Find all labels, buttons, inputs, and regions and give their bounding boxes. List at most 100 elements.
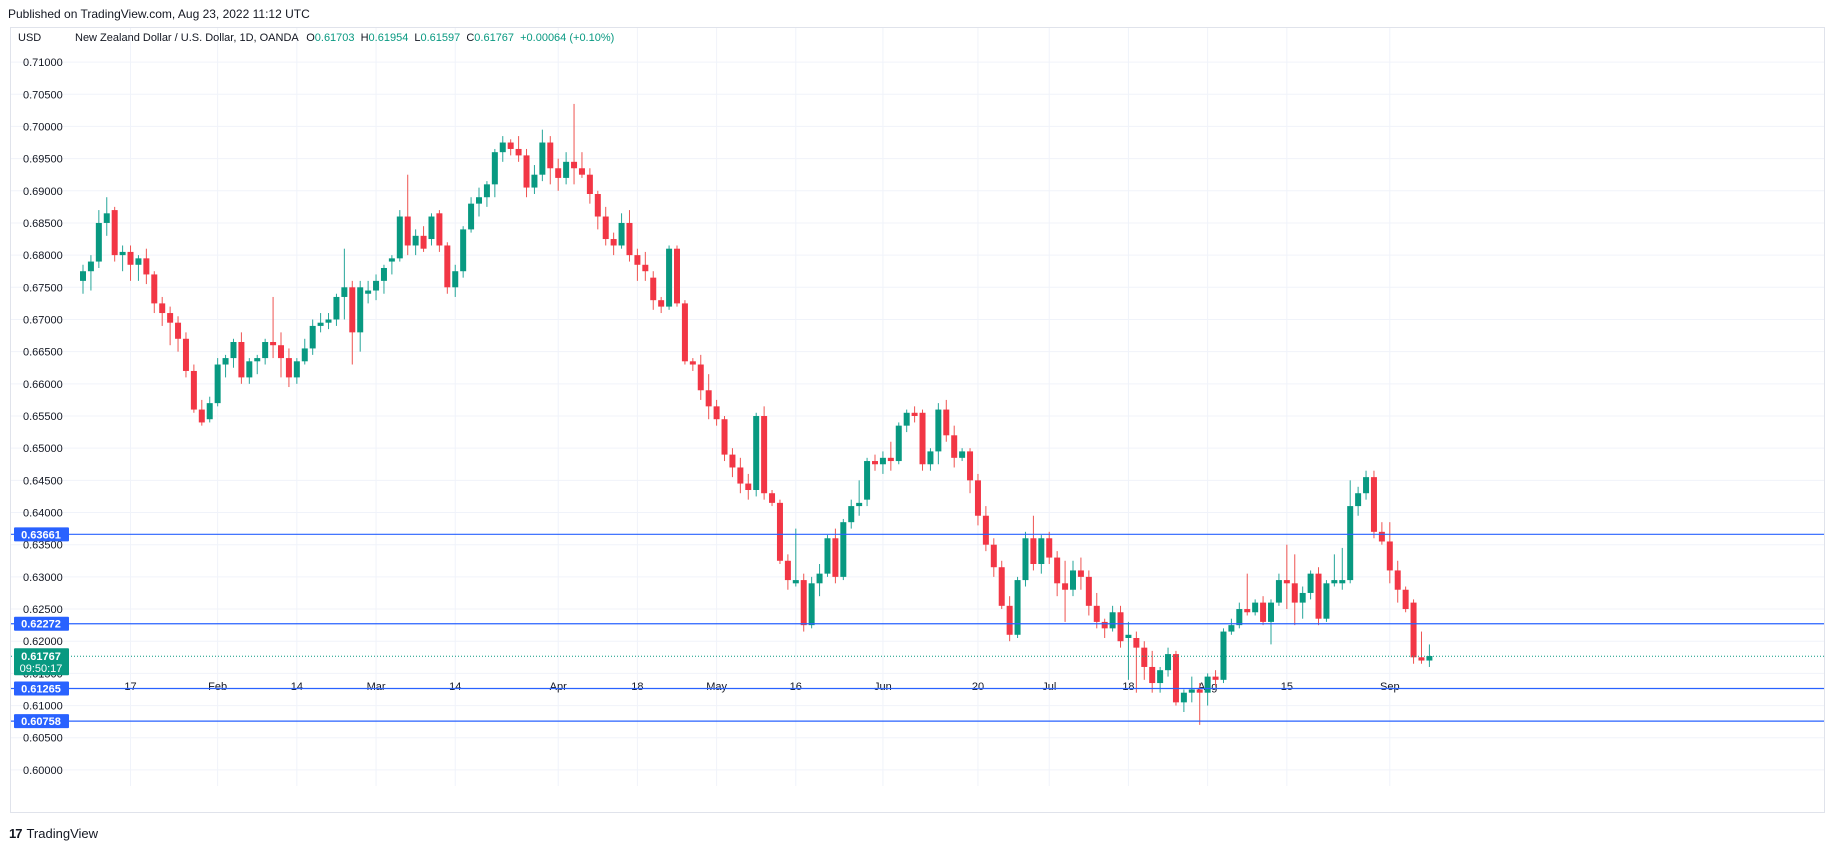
candle[interactable] (341, 248, 348, 320)
candle[interactable] (1212, 670, 1219, 687)
candle[interactable] (238, 332, 245, 384)
candle[interactable] (1070, 560, 1076, 597)
candle[interactable] (586, 168, 593, 204)
candle[interactable] (594, 190, 601, 230)
candle[interactable] (1299, 586, 1306, 619)
candle[interactable] (325, 313, 332, 330)
candlestick-chart[interactable]: 0.71000 0.70500 0.70000 0.69500 0.69000 0.685… (11, 28, 1824, 812)
candle[interactable] (1244, 573, 1251, 616)
candle[interactable] (1370, 470, 1377, 539)
candle[interactable] (1347, 480, 1354, 584)
candle[interactable] (919, 409, 926, 471)
candle[interactable] (1062, 560, 1069, 622)
candle[interactable] (507, 139, 514, 156)
candle[interactable] (872, 454, 878, 471)
candle[interactable] (1307, 570, 1314, 600)
candle[interactable] (278, 332, 284, 378)
candle[interactable] (1355, 486, 1362, 516)
candle[interactable] (1410, 599, 1417, 664)
candle[interactable] (1022, 531, 1029, 587)
candle[interactable] (840, 518, 847, 581)
candle[interactable] (864, 457, 871, 507)
candle[interactable] (1038, 535, 1045, 574)
candle[interactable] (951, 425, 958, 468)
candle[interactable] (317, 313, 324, 333)
price-axis[interactable]: 0.71000 0.70500 0.70000 0.69500 0.69000 0.685… (23, 57, 63, 777)
candle[interactable] (175, 316, 182, 352)
candle[interactable] (547, 136, 554, 185)
candle[interactable] (753, 412, 760, 497)
candle[interactable] (515, 136, 522, 162)
candle[interactable] (270, 296, 277, 359)
candle[interactable] (1109, 605, 1116, 632)
candle[interactable] (1228, 618, 1235, 635)
candle[interactable] (1339, 547, 1346, 590)
candle[interactable] (610, 232, 617, 256)
candle[interactable] (365, 280, 372, 304)
candle[interactable] (1172, 650, 1179, 706)
candle[interactable] (476, 187, 482, 217)
candle[interactable] (769, 490, 776, 507)
candle[interactable] (642, 251, 649, 281)
candle[interactable] (222, 354, 229, 378)
candle[interactable] (658, 296, 665, 314)
candle[interactable] (1014, 576, 1021, 638)
candle[interactable] (555, 158, 562, 191)
candle[interactable] (626, 210, 633, 262)
candle[interactable] (674, 245, 680, 307)
candle[interactable] (745, 473, 752, 500)
candle[interactable] (349, 280, 356, 365)
candle[interactable] (1323, 580, 1330, 622)
candle[interactable] (800, 573, 807, 632)
candle[interactable] (214, 358, 221, 407)
candle[interactable] (816, 564, 823, 597)
candle[interactable] (1046, 531, 1053, 564)
candle[interactable] (887, 441, 894, 471)
candle[interactable] (824, 535, 831, 577)
candle[interactable] (1268, 599, 1274, 645)
candle[interactable] (262, 338, 269, 365)
candle[interactable] (792, 528, 799, 587)
candle[interactable] (1093, 592, 1100, 629)
candle[interactable] (182, 332, 189, 378)
candle[interactable] (1165, 647, 1172, 677)
candle[interactable] (895, 422, 902, 465)
candle[interactable] (396, 210, 403, 262)
candle[interactable] (713, 399, 720, 426)
candle[interactable] (974, 473, 981, 526)
candle[interactable] (982, 506, 989, 552)
candle[interactable] (697, 354, 704, 400)
candle[interactable] (1204, 673, 1211, 706)
candle[interactable] (998, 560, 1005, 610)
candle[interactable] (650, 271, 657, 310)
candle[interactable] (1220, 628, 1227, 684)
candle[interactable] (285, 348, 292, 388)
candle[interactable] (911, 406, 918, 423)
candle[interactable] (879, 451, 886, 474)
candle[interactable] (460, 226, 467, 278)
candle[interactable] (563, 152, 570, 185)
candle[interactable] (420, 226, 427, 252)
candle[interactable] (95, 210, 102, 268)
candle[interactable] (721, 416, 728, 462)
candle[interactable] (87, 255, 94, 291)
candle[interactable] (737, 457, 744, 494)
candle[interactable] (436, 210, 443, 252)
candle[interactable] (254, 354, 261, 375)
candle[interactable] (1386, 522, 1393, 584)
candle[interactable] (468, 197, 475, 233)
candle[interactable] (1275, 573, 1282, 606)
candle[interactable] (412, 229, 419, 256)
candle[interactable] (729, 448, 736, 478)
candle[interactable] (1149, 650, 1156, 693)
candle[interactable] (571, 103, 578, 185)
chart-frame[interactable]: 0.71000 0.70500 0.70000 0.69500 0.69000 0.685… (10, 27, 1825, 813)
candle[interactable] (776, 499, 783, 564)
horizontal-lines[interactable] (11, 533, 1824, 722)
candle[interactable] (856, 480, 863, 516)
candle[interactable] (539, 129, 546, 182)
candle[interactable] (1252, 599, 1259, 616)
candle[interactable] (230, 338, 237, 368)
candle[interactable] (444, 242, 451, 294)
candle[interactable] (499, 136, 506, 162)
